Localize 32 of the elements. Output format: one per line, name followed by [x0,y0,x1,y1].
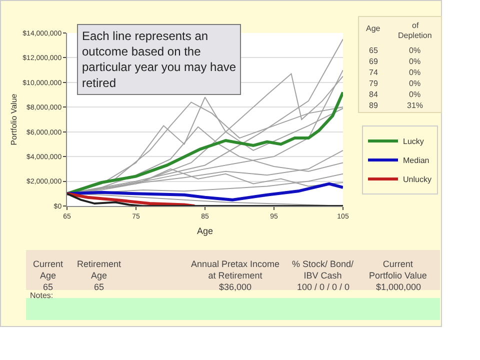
legend-label: Unlucky [403,175,432,184]
text: Current Portfolio Value [369,259,427,281]
text: 65 [369,46,378,55]
text: 0% [409,57,421,66]
text: 74 [369,68,378,77]
annotation: Each line represents an outcome based on the particular year you may have retired [82,29,236,90]
text: 79 [369,79,378,88]
x-axis-title: Age [196,226,214,236]
text: % Stock/ Bond/ IBV Cash [292,259,354,281]
text: Notes: [30,291,54,300]
text: 100 / 0 / 0 / 0 [297,282,350,292]
text: 0% [409,90,421,99]
text: of [412,21,420,30]
text: 31% [407,101,424,110]
text: 0% [409,79,421,88]
text: Age [366,24,381,33]
text: 89 [369,101,378,110]
text: 65 [94,282,104,292]
legend-label: Median [403,156,430,166]
text: 0% [409,46,421,55]
text: Retirement Age [77,259,122,281]
text: 69 [369,57,378,66]
text: 84 [369,90,378,99]
text: Current Age [33,259,64,281]
legend-label: Lucky [403,137,424,146]
text: $36,000 [219,282,252,292]
text: 65 [43,282,54,292]
text: Depletion [398,31,432,40]
text: $1,000,000 [376,282,422,292]
text: 0% [409,68,421,77]
y-axis-title: Portfolio Value [9,93,18,146]
text: Annual Pretax Income at Retirement [191,259,280,281]
